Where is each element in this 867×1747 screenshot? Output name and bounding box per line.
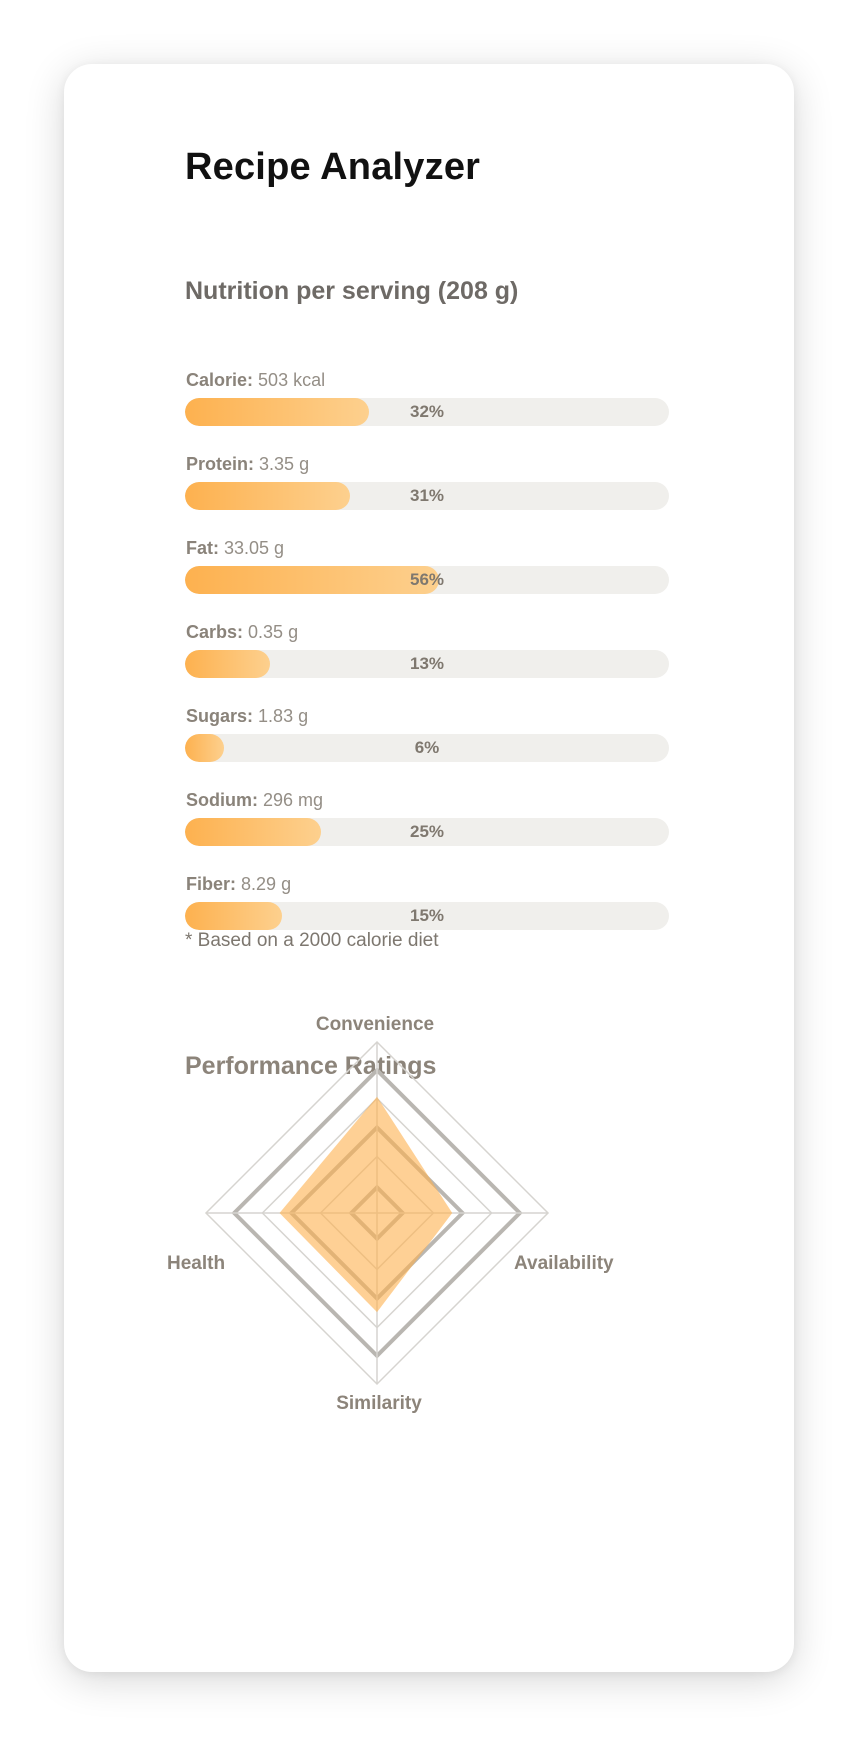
nutrient-amount: 1.83 g [258,706,309,726]
nutrient-progress-bar: 32% [185,398,669,426]
radar-grid-ring [204,1040,550,1386]
nutrient-progress-fill [185,650,270,678]
nutrient-percent: 13% [409,654,445,673]
page-title: Recipe Analyzer [185,146,481,188]
nutrient-protein: Protein: 3.35 g 31% [185,453,669,510]
nutrient-progress-fill [185,734,224,762]
nutrient-sugars: Sugars: 1.83 g 6% [185,705,669,762]
nutrient-name: Sugars: [186,706,254,726]
nutrient-progress-fill [185,482,350,510]
nutrition-section-title: Nutrition per serving (208 g) [185,277,519,305]
nutrient-progress-bar: 25% [185,818,669,846]
radar-grid-ring [319,1155,435,1271]
nutrient-amount: 33.05 g [224,538,285,558]
nutrient-name: Calorie: [186,370,254,390]
nutrient-name: Sodium: [186,790,258,810]
axis-label-health: Health [167,1253,225,1274]
nutrient-progress-fill [185,902,282,930]
nutrient-progress-bar: 15% [185,902,669,930]
nutrient-progress-fill [185,398,369,426]
radar-grid [204,1040,550,1386]
nutrient-progress-fill [185,818,321,846]
axis-label-availability: Availability [514,1253,614,1274]
radar-grid-ring [288,1124,466,1302]
nutrient-progress-bar: 6% [185,734,669,762]
nutrient-progress-bar: 13% [185,650,669,678]
radar-grid-ring [348,1184,406,1242]
nutrient-progress-fill [185,566,440,594]
nutrient-percent: 31% [409,486,445,505]
nutrient-percent: 15% [409,906,445,925]
nutrient-name: Carbs: [186,622,244,642]
nutrient-name: Fat: [186,538,219,558]
nutrient-percent: 6% [414,738,440,757]
nutrient-fiber: Fiber: 8.29 g 15% [185,873,669,930]
nutrient-percent: 56% [409,570,445,589]
nutrient-percent: 32% [409,402,445,421]
recipe-card: Recipe Analyzer Nutrition per serving (2… [64,64,794,1672]
nutrient-amount: 503 kcal [258,370,326,390]
nutrient-progress-bar: 31% [185,482,669,510]
nutrient-name: Protein: [186,454,255,474]
axis-label-similarity: Similarity [336,1393,422,1414]
diet-footnote: * Based on a 2000 calorie diet [185,930,439,951]
axis-label-convenience: Convenience [316,1014,434,1035]
nutrient-amount: 296 mg [263,790,324,810]
nutrient-percent: 25% [409,822,445,841]
nutrient-amount: 3.35 g [259,454,310,474]
radar-grid-ring [231,1067,523,1359]
radar-area [279,1096,453,1313]
nutrient-calorie: Calorie: 503 kcal 32% [185,369,669,426]
nutrient-amount: 8.29 g [241,874,292,894]
nutrient-name: Fiber: [186,874,237,894]
nutrient-carbs: Carbs: 0.35 g 13% [185,621,669,678]
nutrient-fat: Fat: 33.05 g 56% [185,537,669,594]
ratings-section-title: Performance Ratings [185,1052,437,1080]
radar-grid-ring [261,1097,493,1329]
nutrient-sodium: Sodium: 296 mg 25% [185,789,669,846]
nutrient-amount: 0.35 g [248,622,299,642]
nutrient-progress-bar: 56% [185,566,669,594]
